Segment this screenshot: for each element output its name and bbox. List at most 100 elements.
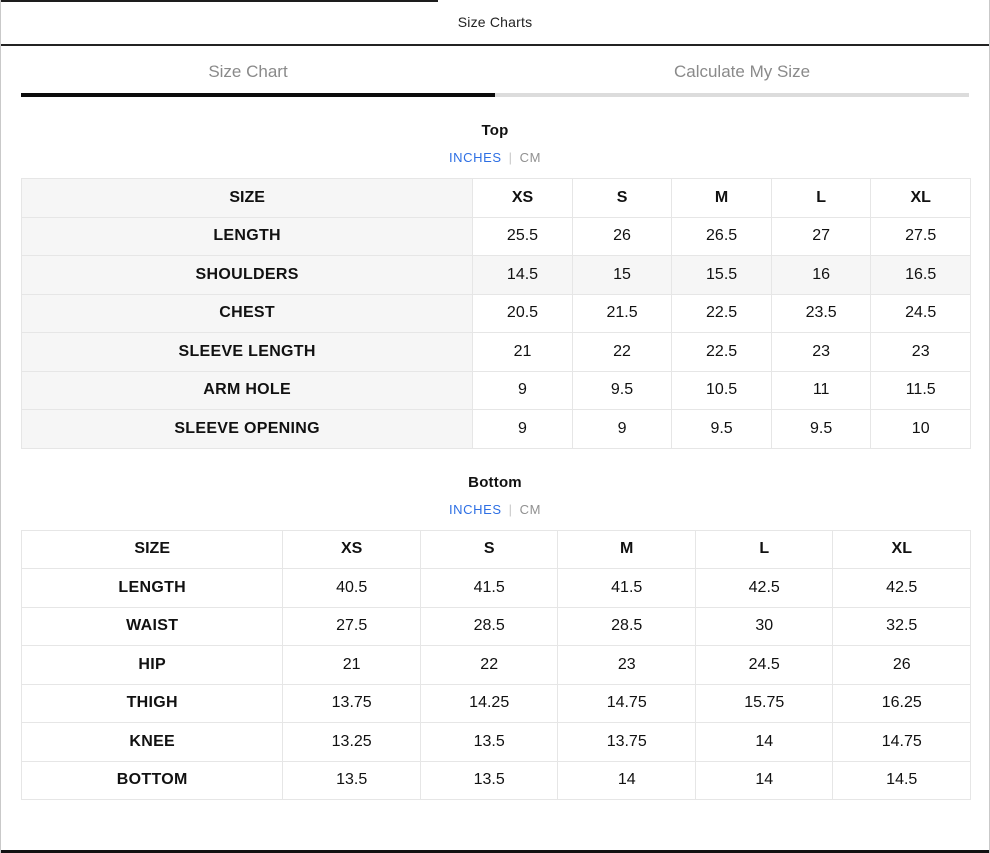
measurement-value: 11.5	[870, 370, 971, 410]
modal-header: Size Charts	[1, 0, 989, 46]
measurement-value: 41.5	[419, 568, 559, 608]
measurement-value: 42.5	[832, 568, 971, 608]
size-header-s: S	[419, 529, 559, 569]
modal-top-border	[1, 0, 438, 2]
table-row: BOTTOM 13.5 13.5 14 14 14.5	[20, 760, 971, 800]
table-row: SHOULDERS 14.5 15 15.5 16 16.5	[20, 255, 971, 295]
bottom-unit-toggle: INCHES | CM	[1, 502, 989, 517]
size-header-xl: XL	[832, 529, 971, 569]
measurement-value: 26	[832, 645, 971, 685]
measurement-value: 15.75	[694, 683, 834, 723]
measurement-value: 27.5	[870, 216, 971, 256]
measurement-value: 23	[770, 332, 872, 372]
measurement-value: 9.5	[571, 370, 673, 410]
tab-calculate-my-size[interactable]: Calculate My Size	[495, 46, 989, 97]
measurement-value: 9.5	[671, 409, 772, 449]
measurement-value: 22.5	[671, 332, 772, 372]
measurement-value: 13.5	[419, 760, 559, 800]
measurement-value: 9	[472, 370, 573, 410]
measurement-value: 32.5	[832, 606, 971, 646]
top-unit-toggle: INCHES | CM	[1, 150, 989, 165]
table-row: WAIST 27.5 28.5 28.5 30 32.5	[20, 606, 971, 646]
measurement-label: ARM HOLE	[20, 370, 474, 410]
active-tab-indicator	[21, 93, 495, 97]
inches-toggle-link[interactable]: INCHES	[448, 150, 502, 165]
measurement-value: 16.5	[870, 255, 971, 295]
measurement-value: 24.5	[694, 645, 834, 685]
measurement-label: KNEE	[20, 722, 284, 762]
measurement-label: SLEEVE OPENING	[20, 409, 474, 449]
measurement-label: LENGTH	[20, 568, 284, 608]
measurement-label: SHOULDERS	[20, 255, 474, 295]
measurement-label: LENGTH	[20, 216, 474, 256]
table-header-row: SIZE XS S M L XL	[20, 529, 971, 569]
top-size-table: SIZE XS S M L XL LENGTH 25.5 26 26.5 27 27.5 SHOULD…	[20, 178, 971, 449]
measurement-value: 16	[770, 255, 872, 295]
measurement-value: 14	[694, 722, 834, 762]
measurement-value: 10	[870, 409, 971, 449]
bottom-size-table: SIZE XS S M L XL LENGTH 40.5 41.5 41.5 42.5 42.5 WA…	[20, 529, 971, 800]
tab-size-chart[interactable]: Size Chart	[1, 46, 495, 97]
size-header-m: M	[671, 178, 772, 218]
measurement-value: 14.75	[557, 683, 696, 723]
table-row: THIGH 13.75 14.25 14.75 15.75 16.25	[20, 683, 971, 723]
measurement-value: 14.5	[832, 760, 971, 800]
measurement-value: 27.5	[282, 606, 421, 646]
table-row: KNEE 13.25 13.5 13.75 14 14.75	[20, 722, 971, 762]
measurement-value: 14.5	[472, 255, 573, 295]
measurement-value: 26.5	[671, 216, 772, 256]
size-column-header: SIZE	[20, 529, 284, 569]
measurement-value: 20.5	[472, 293, 573, 333]
measurement-value: 23	[557, 645, 696, 685]
unit-divider: |	[508, 501, 513, 517]
tab-calculate-my-size-label: Calculate My Size	[673, 62, 811, 81]
inches-toggle-link[interactable]: INCHES	[448, 501, 502, 517]
measurement-value: 13.5	[282, 760, 421, 800]
table-row: LENGTH 40.5 41.5 41.5 42.5 42.5	[20, 568, 971, 608]
top-section-heading: Top	[481, 122, 509, 139]
measurement-value: 21	[472, 332, 573, 372]
cm-toggle-link[interactable]: CM	[519, 150, 542, 165]
size-header-l: L	[694, 529, 834, 569]
size-header-s: S	[571, 178, 673, 218]
tab-bar: Size Chart Calculate My Size	[1, 46, 989, 97]
measurement-value: 9	[571, 409, 673, 449]
measurement-value: 10.5	[671, 370, 772, 410]
table-header-row: SIZE XS S M L XL	[20, 178, 971, 218]
unit-divider: |	[508, 150, 513, 165]
close-icon[interactable]: ✕	[958, 0, 976, 5]
measurement-value: 28.5	[419, 606, 559, 646]
inactive-tab-indicator	[495, 93, 969, 97]
measurement-value: 26	[571, 216, 673, 256]
measurement-value: 13.5	[419, 722, 559, 762]
measurement-value: 14	[694, 760, 834, 800]
table-row: SLEEVE OPENING 9 9 9.5 9.5 10	[20, 409, 971, 449]
size-column-header: SIZE	[20, 178, 474, 218]
size-header-xs: XS	[282, 529, 421, 569]
measurement-value: 14.75	[832, 722, 971, 762]
measurement-value: 22	[571, 332, 673, 372]
measurement-value: 25.5	[472, 216, 573, 256]
tab-size-chart-label: Size Chart	[208, 62, 288, 81]
measurement-label: WAIST	[20, 606, 284, 646]
measurement-value: 21	[282, 645, 421, 685]
measurement-label: CHEST	[20, 293, 474, 333]
measurement-value: 42.5	[694, 568, 834, 608]
measurement-value: 40.5	[282, 568, 421, 608]
size-header-m: M	[557, 529, 696, 569]
modal-bottom-border	[1, 850, 989, 853]
measurement-value: 16.25	[832, 683, 971, 723]
measurement-value: 27	[770, 216, 872, 256]
cm-toggle-link[interactable]: CM	[519, 501, 542, 517]
measurement-value: 9	[472, 409, 573, 449]
measurement-value: 22.5	[671, 293, 772, 333]
size-header-xs: XS	[472, 178, 573, 218]
measurement-value: 13.75	[282, 683, 421, 723]
measurement-value: 23	[870, 332, 971, 372]
table-row: SLEEVE LENGTH 21 22 22.5 23 23	[20, 332, 971, 372]
measurement-label: SLEEVE LENGTH	[20, 332, 474, 372]
measurement-value: 30	[694, 606, 834, 646]
measurement-value: 24.5	[870, 293, 971, 333]
table-row: CHEST 20.5 21.5 22.5 23.5 24.5	[20, 293, 971, 333]
measurement-value: 28.5	[557, 606, 696, 646]
